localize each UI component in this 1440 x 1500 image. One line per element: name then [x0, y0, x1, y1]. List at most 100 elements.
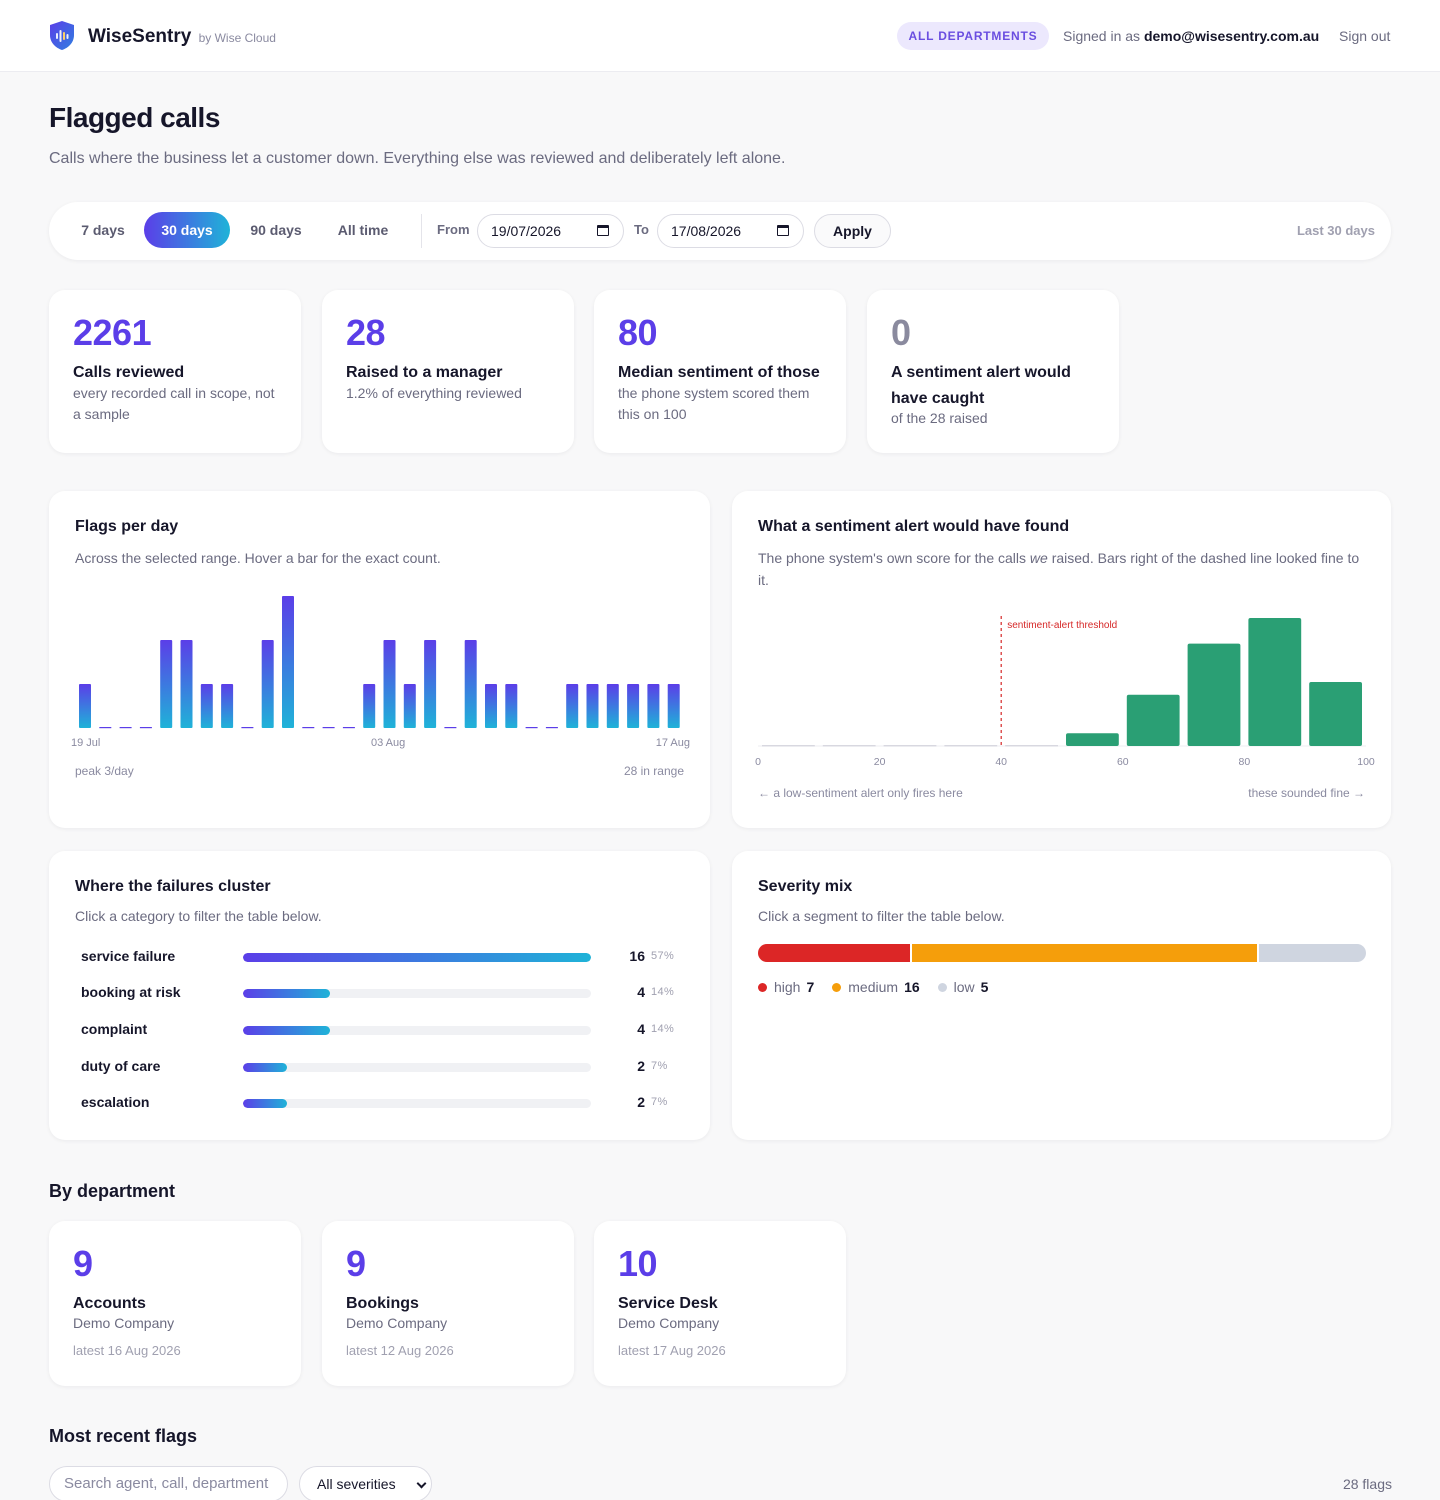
legend-item-medium[interactable]: medium 16 [832, 979, 920, 995]
severity-segment-medium[interactable] [910, 944, 1258, 962]
chart-subtitle: The phone system's own score for the cal… [758, 550, 1360, 588]
brand-name[interactable]: WiseSentry by Wise Cloud [88, 26, 276, 47]
legend-dot [832, 982, 842, 992]
severity-segment-high[interactable] [758, 944, 910, 962]
threshold-label: sentiment-alert threshold [1007, 620, 1117, 631]
x-tick-label: 100 [1357, 756, 1375, 768]
range-7-days[interactable]: 7 days [81, 222, 125, 238]
department-name: Service Desk [618, 1295, 718, 1312]
department-latest: latest 12 Aug 2026 [346, 1343, 454, 1358]
range-all-time[interactable]: All time [337, 222, 389, 238]
histogram-bar [1187, 643, 1241, 746]
category-row-booking-at-risk[interactable]: booking at risk 4 14% [81, 984, 681, 1004]
from-date-input[interactable]: 19/07/2026 [477, 214, 624, 248]
category-percent: 7% [651, 1060, 668, 1072]
shield-logo-icon [50, 21, 74, 50]
category-row-duty-of-care[interactable]: duty of care 2 7% [81, 1058, 681, 1078]
histogram-bar-empty [883, 745, 937, 747]
top-bar: WiseSentry by Wise Cloud ALL DEPARTMENTS… [0, 0, 1440, 72]
x-tick-label: 40 [995, 756, 1007, 768]
stat-description: the phone system scored them this on 100 [618, 385, 810, 422]
department-count: 10 [618, 1243, 658, 1284]
category-row-escalation[interactable]: escalation 2 7% [81, 1094, 681, 1114]
category-percent: 7% [651, 1096, 668, 1108]
from-label: From [437, 222, 470, 237]
low-sentiment-note: ← a low-sentiment alert only fires here [758, 786, 963, 800]
user-email: demo@wisesentry.com.au [1143, 28, 1320, 44]
department-card-accounts[interactable]: 9 Accounts Demo Company latest 16 Aug 20… [49, 1221, 301, 1386]
flags-per-day-chart: 19 Jul: 1 23 Jul: 2 24 Jul: 2 25 Jul: 1 26 J… [79, 596, 680, 729]
flag-bar: 02 Aug: 1 [363, 684, 376, 728]
category-bar-track [243, 989, 591, 998]
by-department-heading: By department [49, 1181, 176, 1201]
flag-bar-empty [444, 727, 457, 729]
sounded-fine-note: these sounded fine → [1248, 786, 1365, 800]
category-count: 2 [637, 1058, 645, 1074]
flag-bar-empty [545, 727, 558, 729]
department-card-bookings[interactable]: 9 Bookings Demo Company latest 12 Aug 20… [322, 1221, 574, 1386]
x-axis-mid-label: 03 Aug [371, 737, 406, 749]
flag-bar: 15 Aug: 1 [627, 684, 640, 728]
category-row-service-failure[interactable]: service failure 16 57% [81, 948, 681, 968]
category-name: escalation [81, 1094, 150, 1110]
search-input[interactable]: Search agent, call, department [49, 1466, 288, 1500]
flag-bar: 08 Aug: 1 [485, 684, 497, 728]
category-name: complaint [81, 1021, 148, 1037]
category-count: 4 [637, 1021, 645, 1037]
category-bar-fill [243, 989, 330, 998]
apply-button[interactable]: Apply [814, 214, 891, 248]
sign-out-link[interactable]: Sign out [1339, 28, 1391, 44]
stat-value: 28 [346, 312, 386, 353]
category-bar-track [243, 953, 591, 962]
flag-bar: 12 Aug: 1 [566, 684, 579, 728]
legend-item-high[interactable]: high 7 [758, 979, 814, 995]
department-selector[interactable]: ALL DEPARTMENTS [897, 22, 1049, 50]
chart-title: Severity mix [758, 878, 853, 895]
calendar-icon[interactable] [597, 225, 609, 236]
page-title: Flagged calls [49, 102, 220, 133]
x-axis-end-label: 17 Aug [655, 737, 690, 749]
brand-subtitle: by Wise Cloud [198, 31, 276, 45]
calendar-icon[interactable] [777, 225, 789, 236]
department-latest: latest 16 Aug 2026 [73, 1343, 181, 1358]
category-bar-track [243, 1099, 591, 1108]
flag-bar: 29 Jul: 3 [282, 596, 294, 728]
flag-bar-empty [119, 727, 132, 729]
severity-select[interactable]: All severities [299, 1466, 432, 1500]
range-30-days[interactable]: 30 days [144, 212, 230, 248]
category-percent: 57% [651, 950, 675, 962]
flag-bar: 26 Jul: 1 [221, 684, 234, 728]
legend-dot [758, 982, 767, 992]
sentiment-alert-card: What a sentiment alert would have found … [732, 491, 1391, 828]
department-count: 9 [346, 1243, 366, 1284]
category-bar-fill [243, 1063, 287, 1072]
chart-subtitle: Click a category to filter the table bel… [75, 908, 322, 924]
department-company: Demo Company [618, 1315, 720, 1331]
department-card-service-desk[interactable]: 10 Service Desk Demo Company latest 17 A… [594, 1221, 846, 1386]
x-tick-label: 0 [755, 756, 761, 768]
category-bar-fill [243, 953, 591, 962]
range-90-days[interactable]: 90 days [250, 222, 302, 238]
legend-item-low[interactable]: low 5 [937, 979, 988, 995]
stat-title: A sentiment alert would have caught [891, 364, 1071, 407]
to-date-input[interactable]: 17/08/2026 [657, 214, 804, 248]
page-subtitle: Calls where the business let a customer … [49, 150, 786, 167]
category-row-complaint[interactable]: complaint 4 14% [81, 1021, 681, 1041]
x-tick-label: 80 [1239, 756, 1251, 768]
department-name: Bookings [346, 1295, 419, 1312]
stat-card-calls-reviewed: 2261 Calls reviewed every recorded call … [49, 290, 301, 453]
histogram-bar-empty [762, 745, 815, 747]
stat-title: Median sentiment of those [618, 364, 820, 381]
flag-bar-empty [241, 727, 254, 729]
filter-divider [421, 214, 422, 248]
flag-bar-empty [139, 727, 152, 729]
x-axis-start-label: 19 Jul [71, 737, 101, 749]
flag-bar: 13 Aug: 1 [586, 684, 599, 728]
stat-card-median-sentiment: 80 Median sentiment of those the phone s… [594, 290, 846, 453]
category-bar-track [243, 1026, 591, 1035]
department-count: 9 [73, 1243, 93, 1284]
category-name: duty of care [81, 1058, 161, 1074]
stat-title: Raised to a manager [346, 364, 503, 381]
x-tick-label: 20 [874, 756, 886, 768]
severity-segment-low[interactable] [1257, 944, 1366, 962]
